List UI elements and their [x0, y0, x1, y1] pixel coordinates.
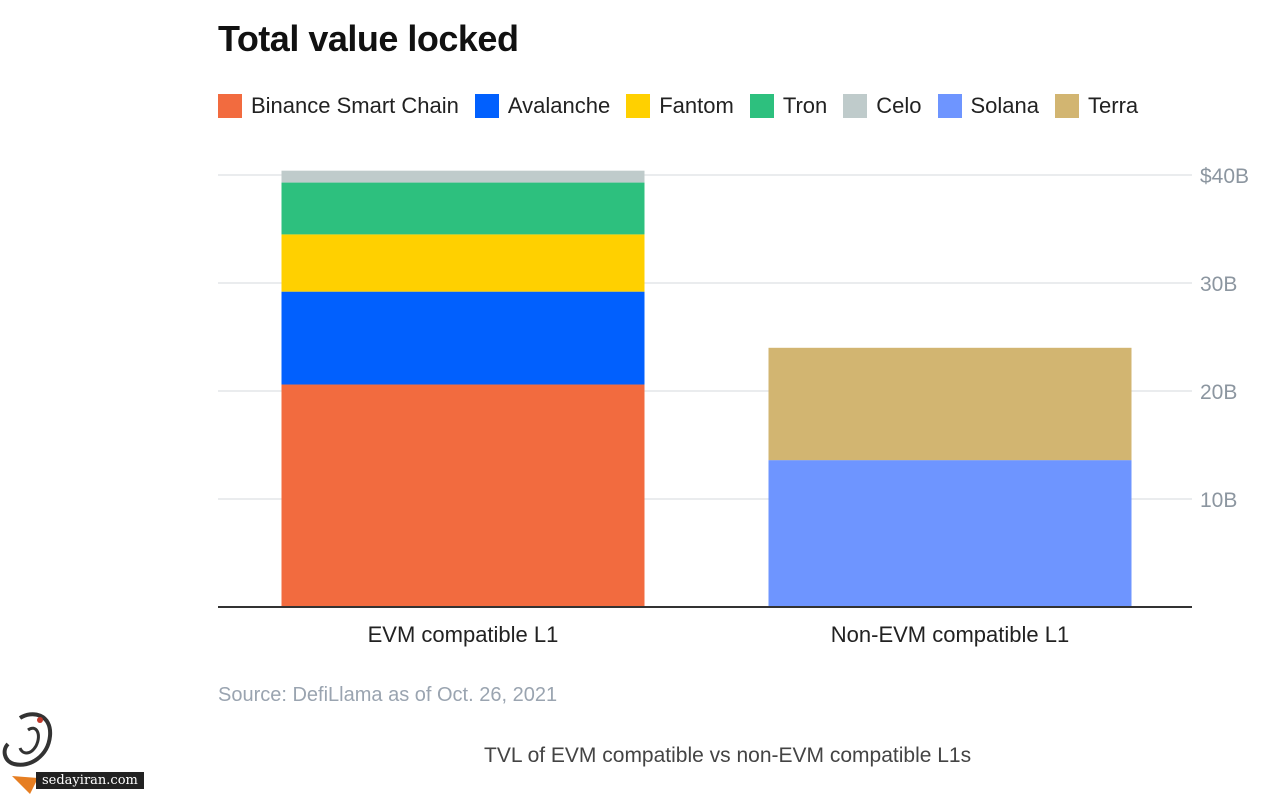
legend-label: Fantom	[659, 93, 734, 118]
legend-label: Tron	[782, 93, 828, 118]
legend-label: Avalanche	[507, 93, 611, 118]
legend-item: Celo	[843, 93, 922, 119]
bar-segment	[768, 460, 1132, 607]
legend-swatch	[474, 94, 499, 118]
legend-swatch	[1055, 94, 1080, 118]
x-tick-label: EVM compatible L1	[368, 622, 559, 647]
bar-segment	[768, 347, 1132, 461]
y-tick-label: 20B	[1200, 381, 1237, 404]
legend-item: Fantom	[626, 93, 734, 119]
stacked-bar-chart: 10B 20B 30B $40B EVM compatible L1 Non-EVM co…	[218, 165, 1249, 647]
legend-label: Solana	[970, 93, 1040, 118]
y-tick-label: $40B	[1200, 165, 1249, 188]
chart-legend: Binance Smart Chain Avalanche Fantom Tron Ce…	[218, 92, 1154, 120]
watermark-logo	[2, 712, 53, 794]
legend-item: Binance Smart Chain	[218, 93, 459, 119]
figure-caption: TVL of EVM compatible vs non-EVM compati…	[484, 744, 972, 767]
bar-segment	[281, 182, 645, 235]
legend-label: Terra	[1088, 93, 1139, 118]
legend-swatch	[937, 94, 962, 118]
bar-segment	[281, 234, 645, 292]
y-tick-label: 10B	[1200, 489, 1237, 512]
chart-title: Total value locked	[218, 18, 519, 59]
y-tick-label: 30B	[1200, 273, 1237, 296]
legend-item: Tron	[749, 93, 828, 119]
bar-segment	[281, 291, 645, 385]
bar-segment	[281, 170, 645, 183]
legend-label: Celo	[876, 93, 922, 118]
watermark-text: sedayiran.com	[36, 772, 144, 789]
legend-item: Terra	[1055, 93, 1138, 119]
source-note: Source: DefiLlama as of Oct. 26, 2021	[218, 684, 558, 706]
legend-swatch	[843, 94, 868, 118]
legend-swatch	[218, 94, 242, 118]
legend-item: Avalanche	[474, 93, 611, 119]
legend-label: Binance Smart Chain	[251, 93, 459, 118]
legend-swatch	[626, 94, 651, 118]
legend-item: Solana	[937, 93, 1040, 119]
bar-segment	[281, 384, 645, 607]
x-tick-label: Non-EVM compatible L1	[831, 622, 1069, 647]
legend-swatch	[749, 94, 774, 118]
